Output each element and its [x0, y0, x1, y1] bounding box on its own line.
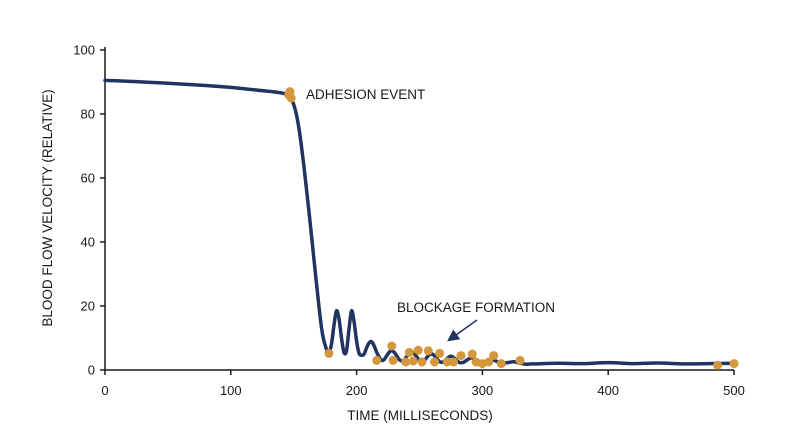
data-point	[401, 357, 411, 367]
x-tick-label: 0	[101, 383, 108, 398]
data-point	[324, 348, 334, 358]
y-tick-label: 40	[81, 235, 95, 250]
data-point	[417, 357, 427, 367]
data-point	[496, 359, 506, 369]
data-point	[404, 347, 414, 357]
data-point	[430, 357, 440, 367]
y-tick-label: 80	[81, 107, 95, 122]
data-point	[387, 341, 397, 351]
y-tick-label: 20	[81, 299, 95, 314]
data-point	[442, 357, 452, 367]
data-point	[372, 355, 382, 365]
data-point	[467, 349, 477, 359]
data-point	[423, 346, 433, 356]
data-point	[713, 360, 723, 370]
adhesion-event-annotation: ADHESION EVENT	[306, 87, 425, 102]
x-tick-label: 300	[472, 383, 494, 398]
data-point	[456, 351, 466, 361]
x-tick-label: 100	[220, 383, 242, 398]
data-point	[413, 345, 423, 355]
measurement-points	[284, 87, 739, 370]
data-point	[435, 348, 445, 358]
data-point	[484, 357, 494, 367]
x-tick-label: 400	[597, 383, 619, 398]
data-point	[286, 93, 296, 103]
blockage-arrow-icon	[447, 319, 478, 342]
blockage-formation-annotation: BLOCKAGE FORMATION	[397, 300, 555, 315]
data-point	[729, 359, 739, 369]
y-tick-label: 100	[73, 43, 95, 58]
y-axis-ticks: 0 20 40 60 80 100	[73, 43, 105, 378]
data-point	[449, 357, 458, 367]
data-point	[489, 351, 499, 361]
y-tick-label: 0	[88, 363, 95, 378]
data-point	[515, 355, 525, 365]
data-point	[408, 356, 418, 366]
x-axis-title: TIME (MILLISECONDS)	[347, 408, 493, 423]
x-tick-label: 500	[723, 383, 745, 398]
x-axis-ticks: 0 100 200 300 400 500	[101, 370, 745, 398]
data-point	[388, 355, 398, 365]
blood-flow-velocity-line	[103, 78, 736, 366]
y-tick-label: 60	[81, 171, 95, 186]
y-axis-title: BLOOD FLOW VELOCITY (RELATIVE)	[40, 89, 55, 326]
x-tick-label: 200	[346, 383, 368, 398]
